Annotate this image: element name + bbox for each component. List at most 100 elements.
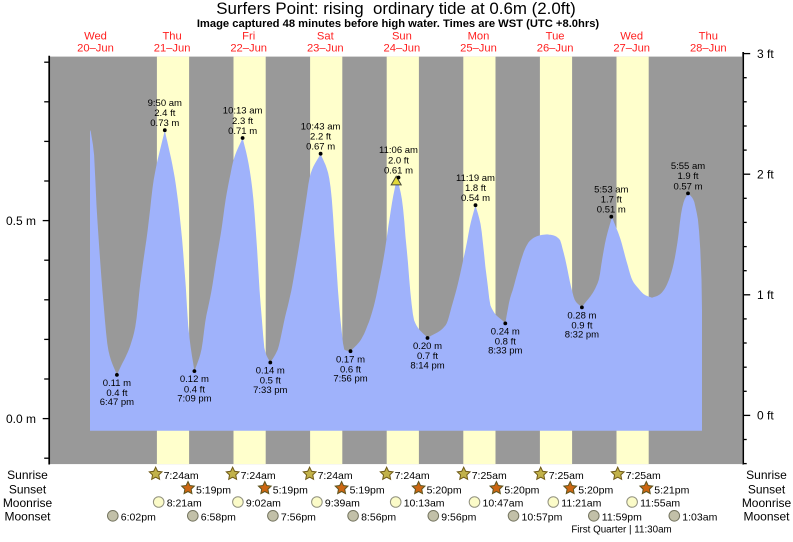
svg-text:20–Jun: 20–Jun bbox=[77, 43, 114, 55]
svg-text:5:19pm: 5:19pm bbox=[273, 485, 308, 497]
svg-text:0 ft: 0 ft bbox=[757, 409, 774, 423]
svg-text:7:25am: 7:25am bbox=[626, 470, 661, 482]
svg-text:0.11 m: 0.11 m bbox=[103, 378, 131, 389]
svg-text:27–Jun: 27–Jun bbox=[613, 43, 650, 55]
svg-text:Moonrise: Moonrise bbox=[742, 496, 792, 510]
svg-text:Thu: Thu bbox=[162, 31, 181, 43]
svg-text:0.57 m: 0.57 m bbox=[673, 181, 702, 192]
svg-text:2.3 ft: 2.3 ft bbox=[232, 116, 253, 127]
svg-text:Wed: Wed bbox=[620, 31, 643, 43]
svg-text:Fri: Fri bbox=[242, 31, 255, 43]
svg-text:10:13am: 10:13am bbox=[404, 498, 445, 510]
svg-text:1 ft: 1 ft bbox=[757, 288, 774, 302]
svg-text:8:32 pm: 8:32 pm bbox=[565, 330, 599, 341]
svg-text:1.9 ft: 1.9 ft bbox=[677, 171, 698, 182]
svg-text:11:06 am: 11:06 am bbox=[379, 145, 418, 156]
svg-text:7:25am: 7:25am bbox=[472, 470, 507, 482]
svg-text:5:20pm: 5:20pm bbox=[504, 485, 539, 497]
svg-text:0.0 m: 0.0 m bbox=[6, 412, 36, 426]
svg-text:9:39am: 9:39am bbox=[325, 498, 360, 510]
svg-text:Moonset: Moonset bbox=[4, 510, 51, 524]
svg-text:Sunset: Sunset bbox=[748, 483, 786, 497]
svg-text:0.4 ft: 0.4 ft bbox=[106, 388, 127, 399]
svg-text:10:13 am: 10:13 am bbox=[223, 106, 263, 117]
svg-text:Sun: Sun bbox=[392, 31, 412, 43]
svg-text:11:55am: 11:55am bbox=[640, 498, 680, 510]
svg-text:0.7 ft: 0.7 ft bbox=[417, 351, 438, 362]
svg-text:0.5 ft: 0.5 ft bbox=[260, 376, 281, 387]
svg-text:1.7 ft: 1.7 ft bbox=[601, 195, 622, 206]
svg-text:0.20 m: 0.20 m bbox=[413, 341, 442, 352]
svg-text:6:58pm: 6:58pm bbox=[201, 511, 236, 523]
svg-text:5:55 am: 5:55 am bbox=[671, 161, 705, 172]
svg-text:9:56pm: 9:56pm bbox=[441, 511, 476, 523]
svg-text:7:56 pm: 7:56 pm bbox=[333, 374, 367, 385]
svg-text:2.0 ft: 2.0 ft bbox=[388, 155, 409, 166]
svg-text:9:50 am: 9:50 am bbox=[148, 98, 182, 109]
svg-text:11:21am: 11:21am bbox=[561, 498, 601, 510]
svg-text:23–Jun: 23–Jun bbox=[307, 43, 344, 55]
svg-text:Image captured 48 minutes befo: Image captured 48 minutes before high wa… bbox=[197, 18, 600, 30]
svg-text:0.54 m: 0.54 m bbox=[461, 193, 490, 204]
svg-text:7:24am: 7:24am bbox=[164, 470, 199, 482]
svg-text:8:14 pm: 8:14 pm bbox=[410, 360, 444, 371]
svg-text:Sunset: Sunset bbox=[9, 483, 47, 497]
svg-text:Moonrise: Moonrise bbox=[3, 496, 53, 510]
svg-text:0.9 ft: 0.9 ft bbox=[571, 321, 592, 332]
svg-text:0.24 m: 0.24 m bbox=[491, 327, 520, 338]
svg-text:10:57pm: 10:57pm bbox=[522, 511, 563, 523]
svg-text:0.51 m: 0.51 m bbox=[597, 205, 626, 216]
svg-text:5:21pm: 5:21pm bbox=[654, 485, 689, 497]
svg-text:Sat: Sat bbox=[317, 31, 335, 43]
svg-text:Sunrise: Sunrise bbox=[746, 468, 787, 482]
svg-text:9:02am: 9:02am bbox=[246, 498, 281, 510]
svg-text:7:33 pm: 7:33 pm bbox=[253, 385, 287, 396]
svg-text:1:03am: 1:03am bbox=[682, 511, 717, 523]
svg-text:Thu: Thu bbox=[699, 31, 718, 43]
svg-text:2.4 ft: 2.4 ft bbox=[154, 108, 175, 119]
svg-text:22–Jun: 22–Jun bbox=[230, 43, 267, 55]
svg-text:0.8 ft: 0.8 ft bbox=[495, 337, 516, 348]
svg-text:24–Jun: 24–Jun bbox=[384, 43, 421, 55]
svg-text:8:33 pm: 8:33 pm bbox=[488, 346, 522, 357]
svg-text:5:19pm: 5:19pm bbox=[196, 485, 231, 497]
svg-text:0.12 m: 0.12 m bbox=[180, 374, 209, 385]
svg-text:11:19 am: 11:19 am bbox=[456, 173, 495, 184]
svg-text:0.5 m: 0.5 m bbox=[6, 214, 36, 228]
svg-text:1.8 ft: 1.8 ft bbox=[465, 183, 486, 194]
svg-text:0.28 m: 0.28 m bbox=[567, 311, 596, 322]
svg-text:0.71 m: 0.71 m bbox=[228, 126, 257, 137]
svg-text:0.6 ft: 0.6 ft bbox=[340, 364, 361, 375]
svg-text:7:56pm: 7:56pm bbox=[281, 511, 316, 523]
svg-text:7:24am: 7:24am bbox=[395, 470, 430, 482]
svg-text:21–Jun: 21–Jun bbox=[154, 43, 191, 55]
svg-text:2 ft: 2 ft bbox=[757, 168, 774, 182]
svg-text:Moonset: Moonset bbox=[743, 510, 790, 524]
svg-text:7:25am: 7:25am bbox=[549, 470, 584, 482]
svg-text:Sunrise: Sunrise bbox=[7, 468, 48, 482]
svg-text:5:20pm: 5:20pm bbox=[427, 485, 462, 497]
svg-text:10:47am: 10:47am bbox=[483, 498, 524, 510]
svg-text:26–Jun: 26–Jun bbox=[537, 43, 574, 55]
svg-text:6:02pm: 6:02pm bbox=[121, 511, 156, 523]
svg-text:8:21am: 8:21am bbox=[167, 498, 202, 510]
svg-text:0.14 m: 0.14 m bbox=[256, 366, 285, 377]
svg-text:7:24am: 7:24am bbox=[241, 470, 276, 482]
svg-text:5:20pm: 5:20pm bbox=[578, 485, 613, 497]
svg-text:Wed: Wed bbox=[84, 31, 107, 43]
svg-text:7:09 pm: 7:09 pm bbox=[177, 393, 211, 404]
svg-text:0.67 m: 0.67 m bbox=[306, 142, 335, 153]
svg-text:0.73 m: 0.73 m bbox=[150, 118, 179, 129]
svg-text:3 ft: 3 ft bbox=[757, 47, 774, 61]
svg-text:28–Jun: 28–Jun bbox=[690, 43, 727, 55]
svg-text:Tue: Tue bbox=[546, 31, 565, 43]
svg-text:Surfers Point: rising ordinar: Surfers Point: rising ordinary tide at 0… bbox=[216, 0, 576, 18]
svg-text:0.17 m: 0.17 m bbox=[336, 354, 365, 365]
svg-text:10:43 am: 10:43 am bbox=[301, 121, 341, 132]
svg-text:6:47 pm: 6:47 pm bbox=[100, 397, 134, 408]
svg-text:11:59pm: 11:59pm bbox=[602, 511, 642, 523]
svg-text:0.4 ft: 0.4 ft bbox=[184, 384, 205, 395]
svg-text:0.61 m: 0.61 m bbox=[384, 166, 413, 177]
svg-text:7:24am: 7:24am bbox=[318, 470, 353, 482]
svg-text:First Quarter | 11:30am: First Quarter | 11:30am bbox=[571, 524, 671, 535]
